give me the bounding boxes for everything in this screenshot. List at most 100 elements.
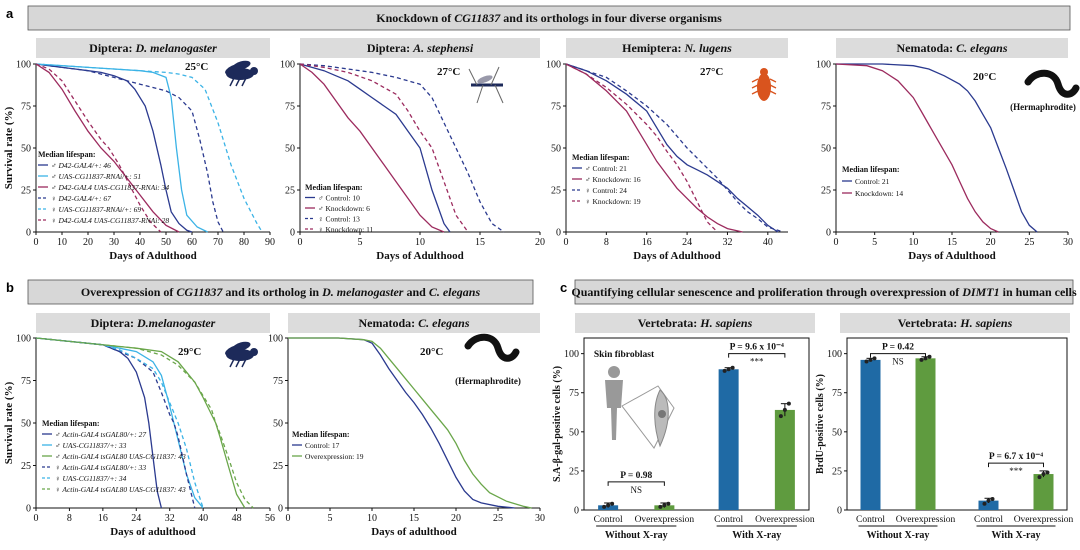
y-tick-label: 75 xyxy=(569,388,579,399)
x-axis-label: Days of Adulthood xyxy=(376,250,463,262)
x-tick-label: 8 xyxy=(604,237,609,248)
series-line-5 xyxy=(35,63,162,233)
data-point xyxy=(990,497,995,502)
chart-title-box xyxy=(36,38,270,58)
x-tick-label: 24 xyxy=(682,237,692,248)
legend-item-1: ♂ UAS-CG11837-RNAi/+: 51 xyxy=(51,172,141,181)
panel-label-a: a xyxy=(6,6,14,21)
bug-body xyxy=(757,73,771,101)
data-point xyxy=(919,357,924,362)
planthopper-icon xyxy=(751,68,777,101)
chart-title: Vertebrata: H. sapiens xyxy=(638,316,753,330)
data-point xyxy=(666,501,671,506)
fly-leg xyxy=(229,358,235,368)
y-tick-label: 25 xyxy=(21,186,31,197)
x-tick-label: 0 xyxy=(834,237,839,248)
bug-leg xyxy=(751,84,759,89)
chart-title-box xyxy=(840,313,1070,333)
series-line-0 xyxy=(836,63,1038,233)
fly-wing xyxy=(233,60,251,70)
x-tick-label: 50 xyxy=(161,237,171,248)
bug-leg xyxy=(751,78,759,83)
bar-1 xyxy=(915,358,936,510)
chart-title-box xyxy=(288,313,540,333)
legend-item-0: ♂ Actin-GAL4 tsGAL80/+: 27 xyxy=(55,430,146,439)
chart-title: Diptera: D.melanogaster xyxy=(91,316,216,330)
legend-item-3: ♀ Knockdown: 11 xyxy=(318,225,374,234)
temperature-label: 27°C xyxy=(700,66,723,78)
fly-leg xyxy=(241,358,247,368)
legend-item-1: ♂ UAS-CG11837/+: 33 xyxy=(55,441,127,450)
y-tick-label: 100 xyxy=(816,60,831,71)
x-tick-label: 20 xyxy=(83,237,93,248)
significance-mark: *** xyxy=(750,357,764,367)
y-tick-label: 25 xyxy=(832,466,842,477)
chart-title-box xyxy=(36,313,270,333)
y-axis-label: Survival rate (%) xyxy=(3,381,15,464)
chart-title-box xyxy=(575,313,815,333)
x-category-label: Control xyxy=(856,515,885,525)
y-tick-label: 50 xyxy=(21,144,31,155)
chart-title: Nematoda: C. elegans xyxy=(897,41,1008,55)
y-tick-label: 0 xyxy=(556,228,561,239)
x-tick-label: 25 xyxy=(1024,237,1034,248)
banner-b-box xyxy=(27,279,534,305)
legend-item-1: Knockdown: 14 xyxy=(855,189,903,198)
data-point xyxy=(868,357,873,362)
series-line-1 xyxy=(299,63,445,233)
chart-c1: Vertebrata: H. sapiens 0 25 50 75 100S.A-β-ga… xyxy=(552,313,815,541)
y-tick-label: 75 xyxy=(273,376,283,387)
chart-b2: Nematoda: C. elegans 0 25 50 75 100 0 5 10 15 20 25… xyxy=(268,313,545,538)
x-tick-label: 0 xyxy=(34,513,39,524)
x-tick-label: 32 xyxy=(165,513,175,524)
mosquito-leg xyxy=(494,84,504,104)
y-tick-label: 50 xyxy=(832,427,842,438)
chart-a4: Nematoda: C. elegans 0 25 50 75 100 0 5 10 15 20 25… xyxy=(816,38,1076,262)
chart-a1: Diptera: D. melanogaster 0 25 50 75 100 0 10 20 3… xyxy=(3,38,275,262)
series-line-1 xyxy=(565,63,743,233)
group-label: Without X-ray xyxy=(605,530,668,541)
y-tick-label: 50 xyxy=(551,144,561,155)
data-point xyxy=(864,359,869,364)
x-category-label: Control xyxy=(974,515,1003,525)
x-tick-label: 60 xyxy=(187,237,197,248)
chart-title-box xyxy=(300,38,540,58)
x-tick-label: 15 xyxy=(475,237,485,248)
fly-icon xyxy=(225,60,258,87)
x-tick-label: 25 xyxy=(493,513,503,524)
legend-item-1: ♂ Knockdown: 16 xyxy=(585,175,641,184)
bug-leg xyxy=(769,90,777,95)
bug-leg xyxy=(751,90,759,95)
chart-title-box xyxy=(836,38,1068,58)
worm-body xyxy=(1024,69,1080,98)
legend-title: Median lifespan: xyxy=(42,419,100,428)
bug-leg xyxy=(769,84,777,89)
data-point xyxy=(658,504,663,509)
banner-c-text: Quantifying cellular senescence and prol… xyxy=(571,285,1077,299)
human-body xyxy=(605,380,623,440)
x-tick-label: 30 xyxy=(1063,237,1073,248)
y-tick-label: 100 xyxy=(16,60,31,71)
legend-item-0: ♂ D42-GAL4/+: 46 xyxy=(51,161,111,170)
x-tick-label: 40 xyxy=(763,237,773,248)
chart-c2: Vertebrata: H. sapiens 0 25 50 75 100 BrdU-pos… xyxy=(815,313,1074,541)
y-tick-label: 100 xyxy=(827,349,842,360)
mosquito-leg xyxy=(476,84,484,104)
data-point xyxy=(606,503,611,508)
legend-item-2: ♂ Actin-GAL4 tsGAL80 UAS-CG11837: 43 xyxy=(55,452,186,461)
data-point xyxy=(927,354,932,359)
series-line-3 xyxy=(35,337,196,509)
y-axis-label: S.A-β-gal-positive cells (%) xyxy=(552,366,563,482)
banner-c-box xyxy=(574,279,1074,305)
fly-wing xyxy=(233,341,251,351)
series-line-4 xyxy=(35,63,263,233)
x-tick-label: 16 xyxy=(642,237,652,248)
fibroblast-cell-icon xyxy=(654,389,669,448)
x-tick-label: 30 xyxy=(535,513,545,524)
x-tick-label: 10 xyxy=(908,237,918,248)
x-axis-label: Days of Adulthood xyxy=(633,250,720,262)
y-axis-label: Survival rate (%) xyxy=(3,106,15,189)
x-tick-label: 30 xyxy=(109,237,119,248)
cell-nucleus xyxy=(658,410,666,418)
legend-title: Median lifespan: xyxy=(305,183,363,192)
